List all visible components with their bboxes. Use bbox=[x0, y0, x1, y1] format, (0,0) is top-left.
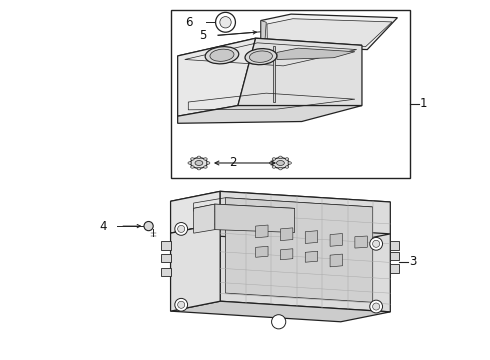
Ellipse shape bbox=[249, 51, 272, 62]
Circle shape bbox=[178, 225, 185, 233]
Polygon shape bbox=[280, 249, 293, 260]
Ellipse shape bbox=[191, 166, 194, 168]
Polygon shape bbox=[171, 192, 391, 212]
Polygon shape bbox=[171, 192, 220, 233]
Ellipse shape bbox=[288, 162, 292, 164]
Polygon shape bbox=[256, 246, 268, 257]
Ellipse shape bbox=[195, 161, 203, 166]
Polygon shape bbox=[171, 223, 220, 311]
Ellipse shape bbox=[197, 167, 201, 170]
Circle shape bbox=[370, 238, 383, 250]
Ellipse shape bbox=[276, 161, 284, 166]
Polygon shape bbox=[273, 46, 275, 102]
Polygon shape bbox=[330, 234, 343, 246]
Text: 4: 4 bbox=[99, 220, 107, 233]
Ellipse shape bbox=[188, 162, 192, 164]
Circle shape bbox=[144, 221, 153, 231]
Polygon shape bbox=[280, 228, 293, 240]
Polygon shape bbox=[238, 38, 362, 105]
Polygon shape bbox=[391, 264, 399, 273]
Polygon shape bbox=[194, 204, 215, 233]
Ellipse shape bbox=[279, 156, 282, 158]
Polygon shape bbox=[355, 236, 368, 248]
Circle shape bbox=[372, 303, 380, 310]
Polygon shape bbox=[330, 254, 343, 267]
Ellipse shape bbox=[279, 167, 282, 170]
Ellipse shape bbox=[191, 158, 194, 160]
Polygon shape bbox=[305, 231, 318, 243]
Polygon shape bbox=[194, 204, 294, 213]
Text: 3: 3 bbox=[409, 255, 416, 268]
Polygon shape bbox=[277, 48, 355, 59]
Polygon shape bbox=[220, 192, 391, 312]
Text: 1: 1 bbox=[420, 97, 427, 110]
Ellipse shape bbox=[245, 49, 277, 65]
Circle shape bbox=[370, 300, 383, 313]
Circle shape bbox=[178, 301, 185, 308]
Ellipse shape bbox=[285, 158, 289, 160]
Polygon shape bbox=[171, 301, 391, 322]
Polygon shape bbox=[267, 19, 392, 47]
Circle shape bbox=[372, 240, 380, 247]
Ellipse shape bbox=[272, 158, 289, 168]
Circle shape bbox=[216, 12, 235, 32]
Polygon shape bbox=[391, 241, 399, 250]
Polygon shape bbox=[178, 105, 362, 123]
Ellipse shape bbox=[210, 49, 234, 61]
Text: 2: 2 bbox=[229, 157, 236, 170]
Polygon shape bbox=[171, 223, 391, 244]
Polygon shape bbox=[161, 254, 171, 262]
Polygon shape bbox=[256, 225, 268, 238]
Ellipse shape bbox=[197, 156, 201, 158]
Ellipse shape bbox=[191, 158, 207, 168]
Circle shape bbox=[220, 17, 231, 28]
Text: 5: 5 bbox=[199, 29, 206, 42]
Polygon shape bbox=[225, 198, 372, 302]
Polygon shape bbox=[261, 14, 397, 50]
Ellipse shape bbox=[204, 158, 207, 160]
Ellipse shape bbox=[204, 166, 207, 168]
Polygon shape bbox=[161, 268, 171, 276]
Polygon shape bbox=[178, 38, 256, 116]
Polygon shape bbox=[305, 251, 318, 262]
Ellipse shape bbox=[206, 162, 210, 164]
Circle shape bbox=[175, 298, 188, 311]
Ellipse shape bbox=[272, 158, 276, 160]
Ellipse shape bbox=[270, 162, 273, 164]
Polygon shape bbox=[391, 252, 399, 260]
Polygon shape bbox=[178, 38, 362, 63]
Ellipse shape bbox=[272, 166, 276, 168]
Polygon shape bbox=[215, 204, 294, 233]
Polygon shape bbox=[261, 21, 266, 47]
Polygon shape bbox=[161, 241, 171, 250]
Circle shape bbox=[271, 315, 286, 329]
Ellipse shape bbox=[205, 47, 239, 64]
Text: 6: 6 bbox=[185, 16, 192, 29]
Ellipse shape bbox=[285, 166, 289, 168]
Bar bbox=[171, 10, 410, 178]
Circle shape bbox=[175, 222, 188, 235]
